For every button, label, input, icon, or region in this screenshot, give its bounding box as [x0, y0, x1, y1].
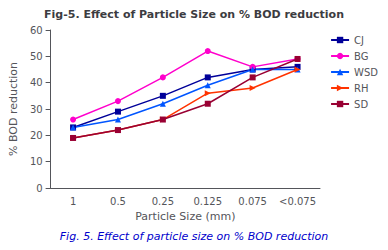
svg-text:0: 0: [36, 183, 42, 194]
svg-text:Particle Size (mm): Particle Size (mm): [135, 210, 235, 223]
svg-text:Fig. 5. Effect of particle siz: Fig. 5. Effect of particle size on % BOD…: [60, 230, 328, 243]
svg-text:0.125: 0.125: [193, 196, 222, 207]
svg-text:60: 60: [30, 25, 43, 36]
svg-text:WSD: WSD: [354, 67, 378, 78]
svg-text:Fig-5. Effect of Particle Size: Fig-5. Effect of Particle Size on % BOD …: [44, 8, 344, 21]
svg-text:1: 1: [70, 196, 76, 207]
svg-text:30: 30: [30, 104, 43, 115]
svg-text:0.075: 0.075: [238, 196, 267, 207]
svg-text:SD: SD: [354, 99, 368, 110]
svg-text:20: 20: [30, 130, 43, 141]
svg-text:0.25: 0.25: [152, 196, 174, 207]
svg-text:10: 10: [30, 156, 43, 167]
svg-text:50: 50: [30, 51, 43, 62]
svg-text:0.5: 0.5: [110, 196, 126, 207]
svg-text:40: 40: [30, 77, 43, 88]
svg-text:RH: RH: [354, 83, 368, 94]
svg-text:% BOD reduction: % BOD reduction: [7, 62, 20, 156]
svg-text:CJ: CJ: [354, 35, 364, 46]
svg-text:BG: BG: [354, 51, 368, 62]
svg-text:<0.075: <0.075: [279, 196, 316, 207]
